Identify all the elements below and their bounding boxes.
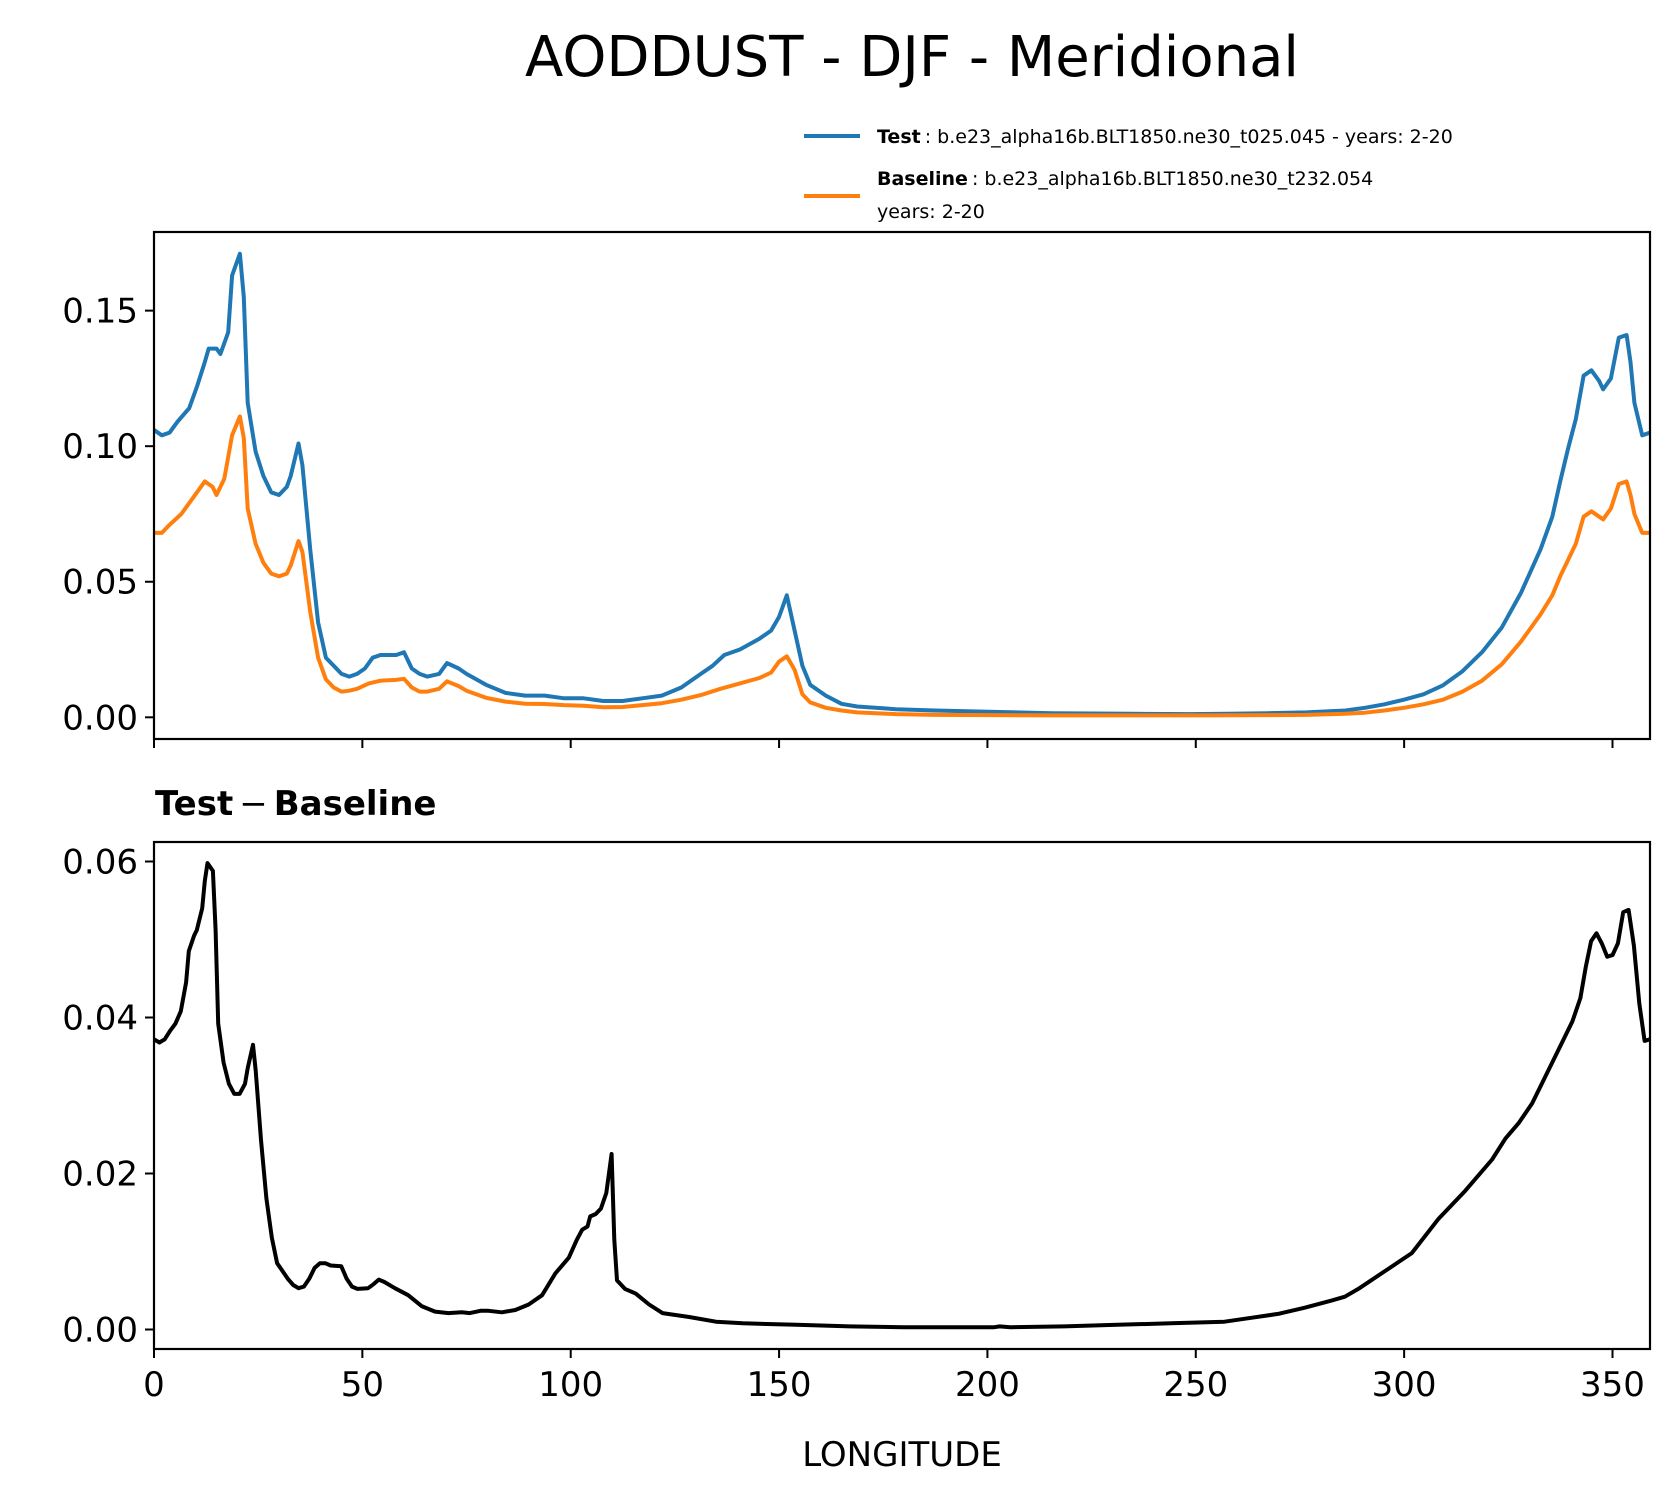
x-tick-label: 250 [1163,1365,1228,1405]
x-tick-label: 200 [955,1365,1020,1405]
bottom-series-line-difference [154,861,1650,1330]
figure-title: AODDUST - DJF - Meridional [525,25,1299,90]
x-tick-label: 50 [341,1365,384,1405]
legend-baseline-name: Baseline [877,168,968,190]
legend-baseline-label: Baseline: b.e23_alpha16b.BLT1850.ne30_t2… [877,168,1373,190]
top-panel: 0.00 0.05 0.10 0.15 [62,230,1652,748]
top-axis-ticks: 0.00 0.05 0.10 0.15 [62,292,1614,748]
y-tick-label: 0.05 [62,563,138,603]
top-axes-frame [152,230,1652,741]
y-tick-label: 0.00 [62,698,138,738]
legend: Test: b.e23_alpha16b.BLT1850.ne30_t025.0… [804,126,1453,223]
top-plot-area [154,251,1650,718]
y-tick-label: 0.00 [62,1311,138,1351]
y-tick-label: 0.10 [62,427,138,467]
legend-baseline-desc-line2: years: 2-20 [877,201,985,223]
y-tick-label: 0.06 [62,843,138,883]
x-tick-label: 350 [1580,1365,1645,1405]
bottom-title-part-1: Test [155,784,233,824]
legend-test-desc: : b.e23_alpha16b.BLT1850.ne30_t025.045 -… [925,126,1453,148]
bottom-axes-frame [152,840,1652,1351]
legend-test-label: Test: b.e23_alpha16b.BLT1850.ne30_t025.0… [877,126,1453,148]
x-tick-label: 300 [1372,1365,1437,1405]
bottom-panel-title: Test − Baseline [155,784,436,824]
bottom-axis-ticks: 0 50 100 150 200 250 300 350 0.00 0.02 0.04 0.06 [62,843,1645,1406]
x-axis-label: LONGITUDE [802,1435,1002,1475]
y-tick-label: 0.02 [62,1155,138,1195]
x-tick-label: 150 [747,1365,812,1405]
y-tick-label: 0.04 [62,999,138,1039]
x-tick-label: 100 [538,1365,603,1405]
legend-test-name: Test [877,126,921,148]
y-tick-label: 0.15 [62,292,138,332]
legend-baseline-desc: : b.e23_alpha16b.BLT1850.ne30_t232.054 [972,168,1373,190]
top-series-line-baseline [154,414,1650,718]
bottom-title-part-2: Baseline [274,784,437,824]
top-series-line-test [154,251,1650,717]
bottom-panel: Test − Baseline 0 50 100 150 200 250 300 3500.000… [62,784,1652,1475]
bottom-plot-area [154,861,1650,1330]
x-tick-label: 0 [143,1365,165,1405]
bottom-title-minus: − [239,784,268,824]
